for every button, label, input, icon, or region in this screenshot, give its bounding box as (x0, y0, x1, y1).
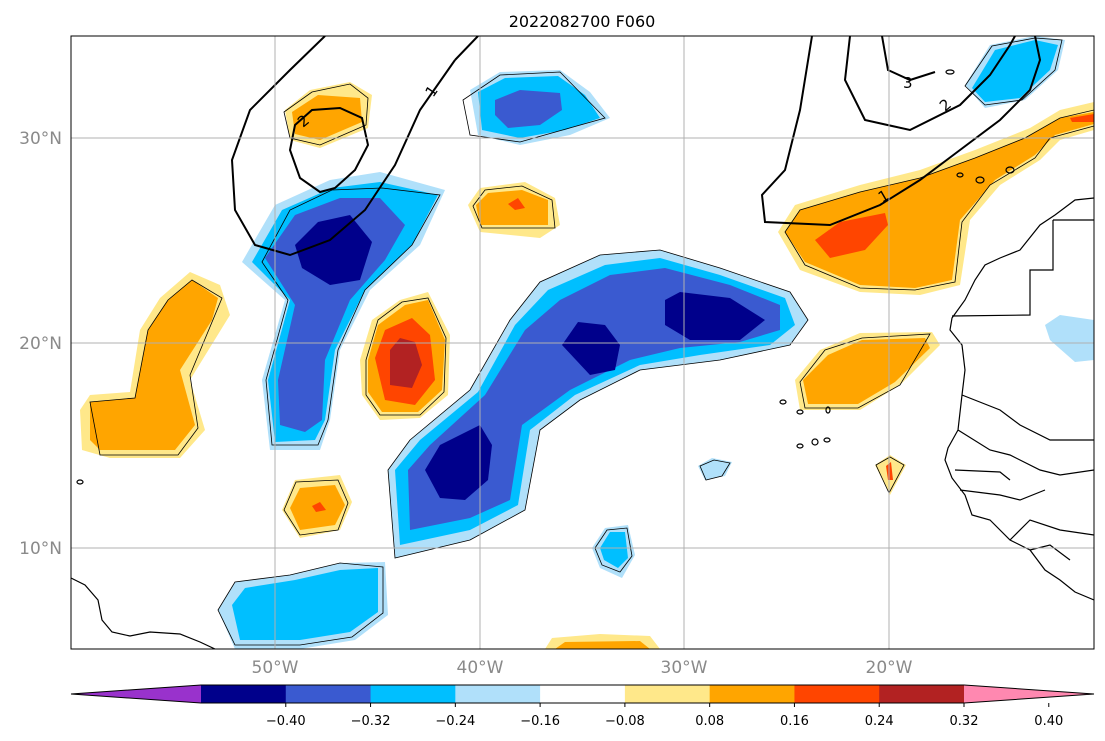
contours (230, 36, 1042, 257)
anomaly-positive-se-2 (803, 338, 930, 404)
colorbar-segment (540, 685, 626, 703)
anomaly-negative-ne-2 (972, 40, 1058, 102)
colorbar-tick-label: −0.24 (435, 714, 475, 729)
lat-label-30n: 30°N (19, 129, 62, 149)
colorbar-tick-label: 0.08 (695, 714, 724, 729)
grid (71, 36, 1094, 649)
colorbar-tick-label: −0.32 (351, 714, 391, 729)
lon-label-20w: 20°W (866, 658, 913, 678)
anomaly-negative-north-3 (495, 90, 562, 128)
colorbar-segment (285, 685, 372, 703)
coastlines (71, 69, 1094, 649)
colorbar-extend-min (71, 685, 201, 703)
colorbar-segment (455, 685, 541, 703)
lon-label-40w: 40°W (457, 658, 504, 678)
colorbar-segment (624, 685, 711, 703)
map-frame (70, 35, 1095, 650)
map-content: 1 2 1 2 3 (71, 36, 1094, 649)
colorbar-tick-label: 0.32 (950, 714, 979, 729)
anomaly-positive-west-2 (90, 280, 218, 450)
colorbar-segment (201, 685, 287, 703)
anomaly-positive-east-max (815, 213, 888, 258)
colorbar-tick-label: −0.08 (605, 714, 645, 729)
colorbar-tick-label: 0.40 (1034, 714, 1063, 729)
anomaly-positive-center-small-max (508, 198, 525, 210)
anomaly-min-1 (425, 425, 492, 500)
anomaly-positive-center-max (390, 338, 422, 388)
lat-label-10n: 10°N (19, 539, 62, 559)
contour-label-5: 3 (903, 74, 913, 92)
anomaly-negative-sw-2 (232, 568, 378, 640)
colorbar-segment (794, 685, 880, 703)
anomaly-positive-south-small-max (312, 502, 326, 512)
colorbar-tick-label: −0.40 (266, 714, 306, 729)
colorbar-tick-label: −0.16 (520, 714, 560, 729)
anomaly-positive-east-max-2 (1070, 114, 1094, 122)
anomaly-positive-bottom-2 (555, 641, 650, 649)
figure-title: 2022082700 F060 (509, 12, 656, 31)
colorbar-extend-max (964, 685, 1094, 703)
colorbar-segment (879, 685, 965, 703)
anomaly-min-3 (665, 292, 765, 340)
anomaly-min-nw (295, 215, 372, 285)
colorbar-segment (370, 685, 456, 703)
lon-label-30w: 30°W (661, 658, 708, 678)
colorbar-segment (709, 685, 795, 703)
anomaly-negative-small-3 (1045, 315, 1094, 362)
colorbar-outline (70, 684, 1095, 704)
anomaly-min-2 (562, 322, 620, 375)
lat-label-20n: 20°N (19, 334, 62, 354)
anomaly-negative-small-1b (600, 532, 628, 568)
anomaly-outlines (89, 37, 1094, 646)
colorbar-tick-label: 0.24 (865, 714, 894, 729)
colorbar-tick-label: 0.16 (780, 714, 809, 729)
colorbar: −0.40 −0.32 −0.24 −0.16 −0.08 0.08 0.16 0.24 0.3… (70, 684, 1095, 729)
anomaly-positive-center-small-2 (476, 190, 548, 225)
lon-label-50w: 50°W (252, 658, 299, 678)
anomaly-positive-nw-2 (292, 95, 362, 140)
